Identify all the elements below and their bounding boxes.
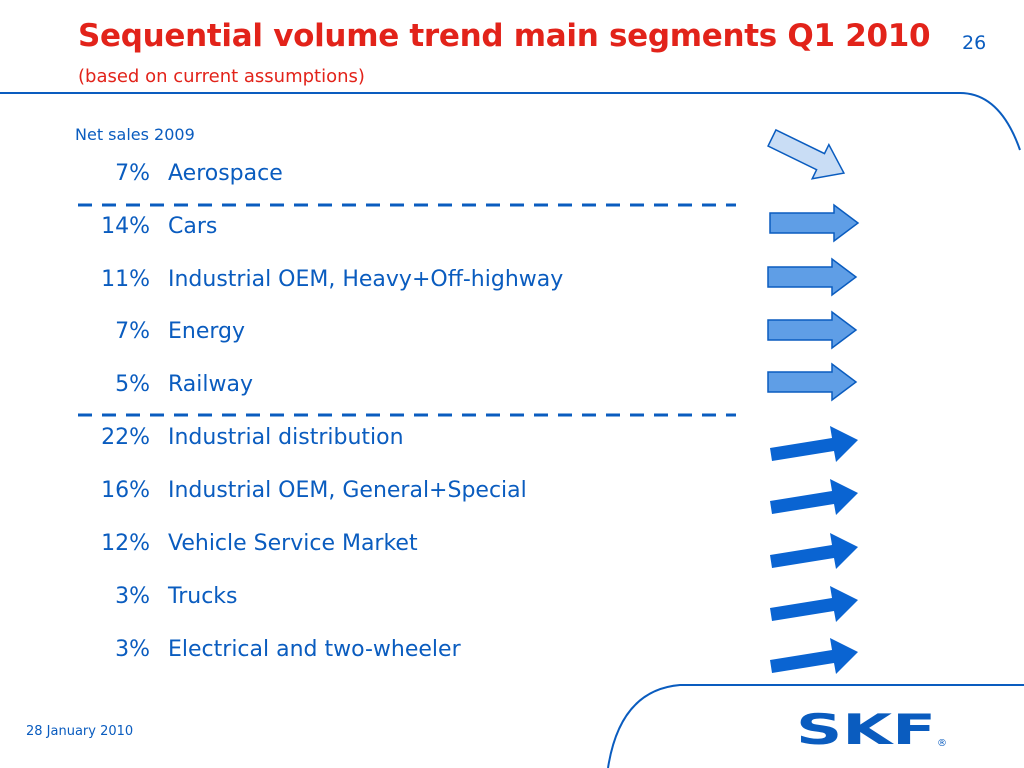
trend-arrow-down-icon — [770, 638, 858, 674]
segment-share: 16% — [101, 478, 150, 503]
trend-arrow-down-icon — [770, 586, 858, 622]
column-header: Net sales 2009 — [75, 125, 195, 144]
bottom-frame-line — [607, 684, 1024, 768]
segment-share: 14% — [101, 214, 150, 239]
top-frame-line — [0, 92, 1021, 151]
segment-name: Industrial distribution — [168, 425, 404, 450]
slide-subtitle: (based on current assumptions) — [78, 66, 365, 87]
segment-share: 22% — [101, 425, 150, 450]
segment-name: Railway — [168, 372, 254, 397]
segment-row: 14% Cars — [0, 214, 740, 254]
segment-name: Industrial OEM, Heavy+Off-highway — [168, 267, 564, 292]
segment-share: 3% — [115, 637, 150, 662]
slide-title: Sequential volume trend main segments Q1… — [78, 18, 931, 54]
trend-arrow-up-icon — [767, 128, 846, 180]
segment-share: 3% — [115, 584, 150, 609]
segment-share: 12% — [101, 531, 150, 556]
trend-arrow-flat-icon — [767, 362, 858, 402]
segment-share: 11% — [101, 267, 150, 292]
segment-row: 3% Trucks — [0, 584, 740, 624]
segment-row: 7% Energy — [0, 319, 740, 359]
trend-arrow-flat-icon — [769, 203, 860, 243]
page-number: 26 — [962, 32, 987, 54]
segment-row: 5% Railway — [0, 372, 740, 412]
segment-name: Trucks — [168, 584, 238, 609]
segment-name: Cars — [168, 214, 218, 239]
segment-row: 3% Electrical and two-wheeler — [0, 637, 740, 677]
segment-share: 5% — [115, 372, 150, 397]
segment-name: Aerospace — [168, 161, 283, 186]
svg-text:®: ® — [937, 738, 947, 749]
segment-share: 7% — [115, 161, 150, 186]
skf-logo: SKF ® — [796, 710, 947, 750]
trend-arrow-flat-icon — [767, 257, 858, 297]
segment-row: 11% Industrial OEM, Heavy+Off-highway — [0, 267, 740, 307]
segment-row: 16% Industrial OEM, General+Special — [0, 478, 740, 518]
footer-date: 28 January 2010 — [26, 724, 134, 739]
segment-row: 12% Vehicle Service Market — [0, 531, 740, 571]
segment-name: Energy — [168, 319, 246, 344]
trend-arrow-flat-icon — [767, 310, 858, 350]
trend-arrow-down-icon — [770, 426, 858, 462]
logo-text: SKF — [796, 710, 936, 750]
segment-name: Industrial OEM, General+Special — [168, 478, 527, 503]
segment-share: 7% — [115, 319, 150, 344]
segment-name: Vehicle Service Market — [168, 531, 418, 556]
segment-row: 22% Industrial distribution — [0, 425, 740, 465]
trend-arrow-down-icon — [770, 533, 858, 569]
trend-arrow-down-icon — [770, 479, 858, 515]
segment-name: Electrical and two-wheeler — [168, 637, 461, 662]
segment-row: 7% Aerospace — [0, 161, 740, 201]
